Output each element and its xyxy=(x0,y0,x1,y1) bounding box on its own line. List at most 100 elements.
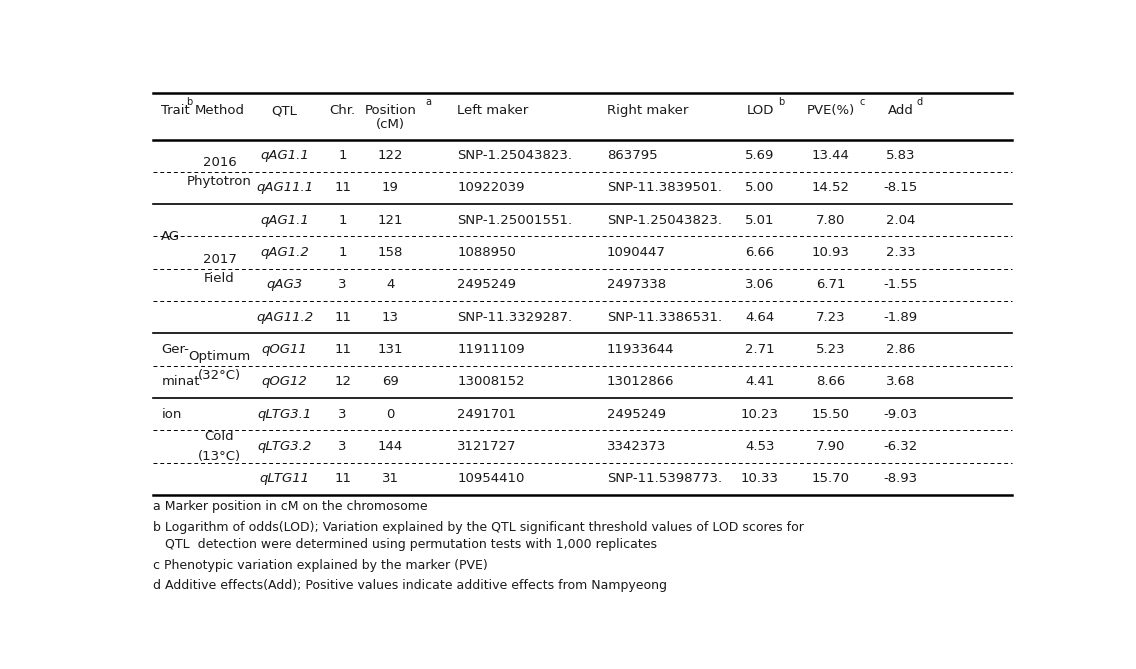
Text: 8.66: 8.66 xyxy=(816,375,845,389)
Text: -8.15: -8.15 xyxy=(884,181,918,195)
Text: 1: 1 xyxy=(339,149,346,162)
Text: LOD: LOD xyxy=(746,104,774,117)
Text: QTL  detection were determined using permutation tests with 1,000 replicates: QTL detection were determined using perm… xyxy=(152,539,657,551)
Text: 2.71: 2.71 xyxy=(745,343,775,356)
Text: Ger-: Ger- xyxy=(161,343,190,356)
Text: -9.03: -9.03 xyxy=(884,407,918,421)
Text: b: b xyxy=(778,96,784,106)
Text: qAG11.1: qAG11.1 xyxy=(256,181,314,195)
Text: 11933644: 11933644 xyxy=(607,343,675,356)
Text: 13012866: 13012866 xyxy=(607,375,675,389)
Text: 3121727: 3121727 xyxy=(457,440,517,453)
Text: 1: 1 xyxy=(339,214,346,227)
Text: 2017: 2017 xyxy=(202,253,236,266)
Text: 3: 3 xyxy=(339,440,346,453)
Text: 5.83: 5.83 xyxy=(886,149,916,162)
Text: 7.23: 7.23 xyxy=(816,310,845,324)
Text: 11: 11 xyxy=(334,310,351,324)
Text: -1.89: -1.89 xyxy=(884,310,918,324)
Text: 6.71: 6.71 xyxy=(816,278,845,292)
Text: 131: 131 xyxy=(377,343,403,356)
Text: 4.64: 4.64 xyxy=(745,310,775,324)
Text: 15.70: 15.70 xyxy=(811,472,850,485)
Text: qAG1.2: qAG1.2 xyxy=(260,246,309,259)
Text: 5.00: 5.00 xyxy=(745,181,775,195)
Text: 3.06: 3.06 xyxy=(745,278,775,292)
Text: SNP-1.25043823.: SNP-1.25043823. xyxy=(607,214,721,227)
Text: d Additive effects(Add); Positive values indicate additive effects from Nampyeon: d Additive effects(Add); Positive values… xyxy=(152,579,667,592)
Text: 5.23: 5.23 xyxy=(816,343,845,356)
Text: SNP-11.3386531.: SNP-11.3386531. xyxy=(607,310,722,324)
Text: 10.23: 10.23 xyxy=(741,407,779,421)
Text: (cM): (cM) xyxy=(376,118,404,131)
Text: qOG11: qOG11 xyxy=(261,343,308,356)
Text: 2491701: 2491701 xyxy=(457,407,516,421)
Text: Optimum: Optimum xyxy=(189,349,251,363)
Text: 5.69: 5.69 xyxy=(745,149,775,162)
Text: Phytotron: Phytotron xyxy=(187,175,252,188)
Text: qLTG11: qLTG11 xyxy=(260,472,310,485)
Text: qAG1.1: qAG1.1 xyxy=(260,214,309,227)
Text: 10.93: 10.93 xyxy=(811,246,850,259)
Text: 2495249: 2495249 xyxy=(457,278,516,292)
Text: 2495249: 2495249 xyxy=(607,407,666,421)
Text: qAG11.2: qAG11.2 xyxy=(256,310,314,324)
Text: ion: ion xyxy=(161,407,182,421)
Text: 10.33: 10.33 xyxy=(741,472,779,485)
Text: 14.52: 14.52 xyxy=(811,181,850,195)
Text: 144: 144 xyxy=(377,440,403,453)
Text: -8.93: -8.93 xyxy=(884,472,918,485)
Text: 1088950: 1088950 xyxy=(457,246,516,259)
Text: minat: minat xyxy=(161,375,200,389)
Text: d: d xyxy=(917,96,922,106)
Text: PVE(%): PVE(%) xyxy=(807,104,854,117)
Text: 12: 12 xyxy=(334,375,351,389)
Text: b: b xyxy=(186,96,192,106)
Text: QTL: QTL xyxy=(272,104,298,117)
Text: Method: Method xyxy=(194,104,244,117)
Text: 11: 11 xyxy=(334,472,351,485)
Text: (32°C): (32°C) xyxy=(198,369,241,382)
Text: Add: Add xyxy=(888,104,913,117)
Text: 1090447: 1090447 xyxy=(607,246,666,259)
Text: 7.90: 7.90 xyxy=(816,440,845,453)
Text: 69: 69 xyxy=(382,375,399,389)
Text: b Logarithm of odds(LOD); Variation explained by the QTL significant threshold v: b Logarithm of odds(LOD); Variation expl… xyxy=(152,520,803,534)
Text: qOG12: qOG12 xyxy=(261,375,308,389)
Text: 2016: 2016 xyxy=(202,156,236,169)
Text: a: a xyxy=(426,96,432,106)
Text: 13008152: 13008152 xyxy=(457,375,525,389)
Text: Cold: Cold xyxy=(204,430,234,444)
Text: Left maker: Left maker xyxy=(457,104,528,117)
Text: c: c xyxy=(860,96,864,106)
Text: qLTG3.2: qLTG3.2 xyxy=(258,440,311,453)
Text: 11: 11 xyxy=(334,181,351,195)
Text: 4: 4 xyxy=(386,278,394,292)
Text: a Marker position in cM on the chromosome: a Marker position in cM on the chromosom… xyxy=(152,500,427,513)
Text: Trait: Trait xyxy=(161,104,190,117)
Text: SNP-1.25043823.: SNP-1.25043823. xyxy=(457,149,573,162)
Text: 5.01: 5.01 xyxy=(745,214,775,227)
Text: AG: AG xyxy=(161,230,181,243)
Text: 122: 122 xyxy=(377,149,403,162)
Text: 2.04: 2.04 xyxy=(886,214,916,227)
Text: 2.33: 2.33 xyxy=(886,246,916,259)
Text: Position: Position xyxy=(365,104,416,117)
Text: 158: 158 xyxy=(377,246,403,259)
Text: 121: 121 xyxy=(377,214,403,227)
Text: SNP-11.3839501.: SNP-11.3839501. xyxy=(607,181,721,195)
Text: 11: 11 xyxy=(334,343,351,356)
Text: (13°C): (13°C) xyxy=(198,450,241,463)
Text: 3: 3 xyxy=(339,407,346,421)
Text: SNP-1.25001551.: SNP-1.25001551. xyxy=(457,214,573,227)
Text: 2.86: 2.86 xyxy=(886,343,916,356)
Text: 1: 1 xyxy=(339,246,346,259)
Text: 2497338: 2497338 xyxy=(607,278,666,292)
Text: 11911109: 11911109 xyxy=(457,343,525,356)
Text: 3.68: 3.68 xyxy=(886,375,916,389)
Text: 4.53: 4.53 xyxy=(745,440,775,453)
Text: 3342373: 3342373 xyxy=(607,440,666,453)
Text: 31: 31 xyxy=(382,472,399,485)
Text: Field: Field xyxy=(204,272,235,285)
Text: -1.55: -1.55 xyxy=(884,278,918,292)
